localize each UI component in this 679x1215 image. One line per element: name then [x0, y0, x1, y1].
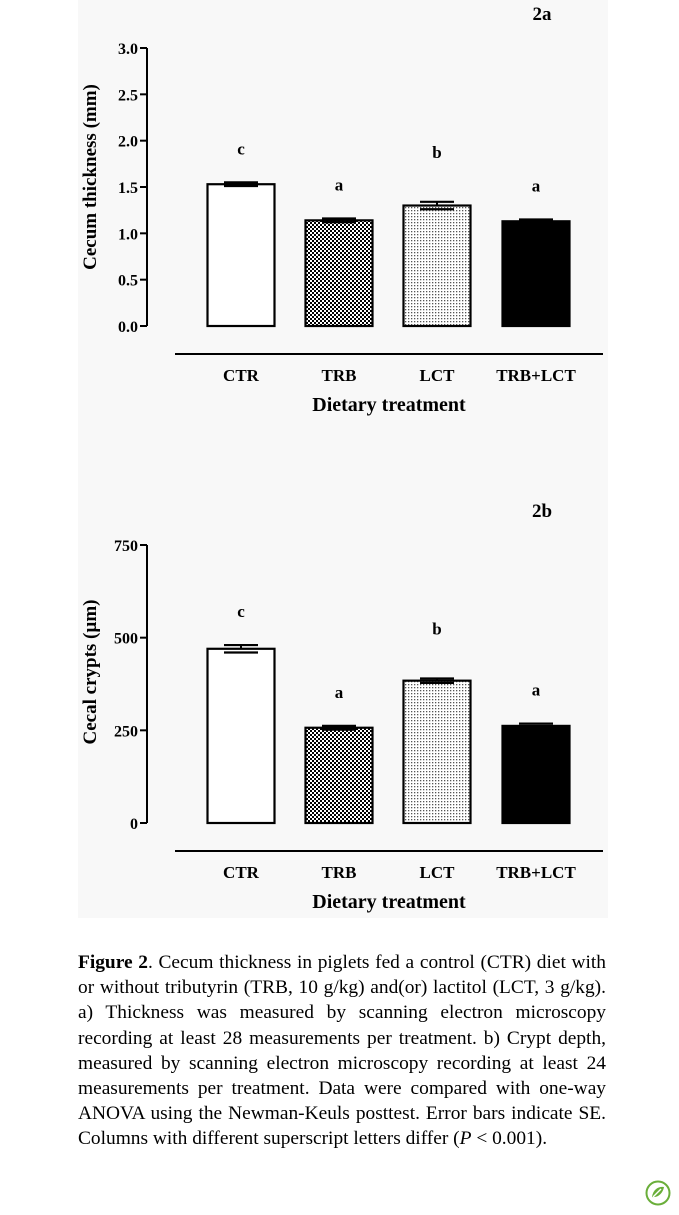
y-tick-label: 0.5 [118, 273, 138, 290]
category-label: LCT [420, 366, 456, 385]
category-label: LCT [420, 863, 456, 882]
category-label: TRB [322, 366, 357, 385]
category-label: CTR [223, 366, 260, 385]
y-axis-label: Cecum thickness (mm) [80, 84, 101, 270]
bar-trb-lct [501, 724, 571, 825]
bar-lct [402, 204, 472, 328]
caption-text: . Cecum thickness in piglets fed a contr… [78, 952, 607, 1150]
y-ticks: 0.0 0.5 1.0 1.5 2.0 2.5 3.0 [118, 41, 147, 336]
y-tick-label: 0 [130, 816, 138, 833]
y-tick-label: 1.0 [118, 226, 138, 243]
significance-letter: b [432, 143, 441, 162]
y-tick-label: 3.0 [118, 41, 138, 58]
bars: c a b a [206, 139, 571, 328]
y-tick-label: 2.5 [118, 87, 138, 104]
bar-trb [304, 726, 374, 825]
chart-2a: 2a Cecum thickness (mm) Dietary treatmen… [80, 4, 603, 416]
significance-letter: a [335, 683, 344, 702]
bar-lct [402, 679, 472, 825]
leaf-badge-icon [645, 1180, 671, 1206]
significance-letter: c [237, 602, 245, 621]
bar-ctr [206, 183, 276, 328]
category-label: TRB+LCT [496, 863, 576, 882]
significance-letter: a [532, 681, 541, 700]
bars: c a b a [206, 602, 571, 825]
panel-label: 2b [532, 501, 552, 522]
category-labels: CTR TRB LCT TRB+LCT [223, 863, 576, 882]
y-tick-label: 1.5 [118, 180, 138, 197]
caption-p: P [459, 1128, 472, 1150]
y-tick-label: 500 [114, 631, 138, 648]
bar-trb [304, 219, 374, 328]
y-tick-label: 250 [114, 723, 138, 740]
category-labels: CTR TRB LCT TRB+LCT [223, 366, 576, 385]
x-axis-label: Dietary treatment [312, 394, 466, 416]
bar-ctr [206, 647, 276, 825]
y-tick-label: 0.0 [118, 319, 138, 336]
category-label: TRB+LCT [496, 366, 576, 385]
y-axis-label: Cecal crypts (µm) [80, 600, 101, 745]
category-label: TRB [322, 863, 357, 882]
panel-label: 2a [533, 4, 553, 25]
caption-end: < 0.001). [471, 1128, 548, 1150]
category-label: CTR [223, 863, 260, 882]
significance-letter: c [237, 139, 245, 158]
figure-caption: Figure 2. Cecum thickness in piglets fed… [78, 950, 606, 1152]
y-tick-label: 750 [114, 538, 138, 555]
bar-trb-lct [501, 220, 571, 328]
significance-letter: a [532, 176, 541, 195]
significance-letter: b [432, 619, 441, 638]
y-tick-label: 2.0 [118, 134, 138, 151]
significance-letter: a [335, 176, 344, 195]
x-axis-label: Dietary treatment [312, 891, 466, 913]
chart-2b: 2b Cecal crypts (µm) Dietary treatment 0… [80, 501, 603, 913]
y-ticks: 0 250 500 750 [114, 538, 147, 833]
caption-label: Figure 2 [78, 952, 148, 973]
